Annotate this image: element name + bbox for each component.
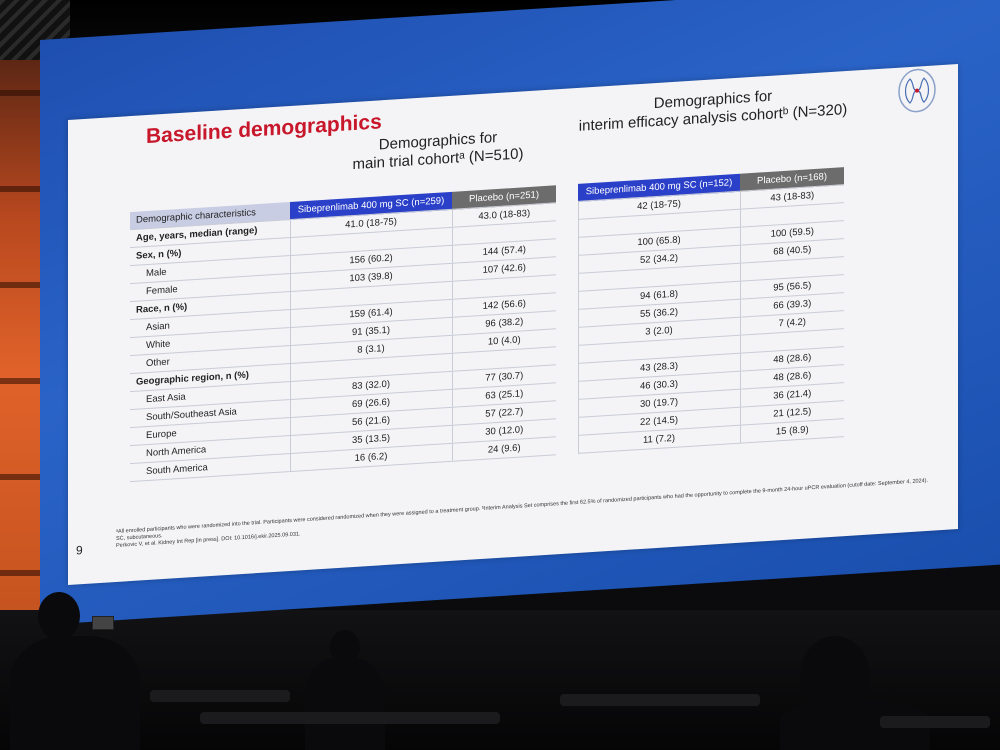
column-gap: [556, 309, 578, 328]
demographics-table: Demographic characteristics Sibeprenlima…: [130, 167, 844, 482]
presentation-slide: Baseline demographics Demographics for m…: [68, 64, 958, 586]
audience-head: [38, 592, 80, 640]
footnote-definitions: ᵃAll enrolled participants who were rand…: [116, 477, 929, 535]
column-gap: [556, 237, 578, 256]
column-gap: [556, 327, 578, 346]
column-gap: [556, 273, 578, 292]
column-gap: [556, 417, 578, 436]
table-body: Age, years, median (range) 41.0 (18-75) 43…: [130, 184, 844, 482]
phone-screen: [92, 616, 114, 630]
audience-torso: [305, 658, 385, 750]
seat-row: [150, 690, 290, 702]
page-number: 9: [76, 543, 83, 558]
column-gap: [556, 184, 578, 203]
column-gap: [556, 201, 578, 220]
column-gap: [556, 219, 578, 238]
column-gap: [556, 381, 578, 400]
column-gap: [556, 255, 578, 274]
audience-torso: [10, 636, 140, 750]
seat-row: [880, 716, 990, 728]
column-gap: [556, 345, 578, 364]
seat-row: [560, 694, 760, 706]
column-gap: [556, 399, 578, 418]
interim-cohort-header: Demographics for interim efficacy analys…: [558, 82, 868, 138]
seat-row: [200, 712, 500, 724]
column-gap: [556, 363, 578, 382]
column-gap: [556, 291, 578, 310]
column-gap: [556, 435, 578, 454]
kidney-logo-icon: [898, 68, 936, 113]
